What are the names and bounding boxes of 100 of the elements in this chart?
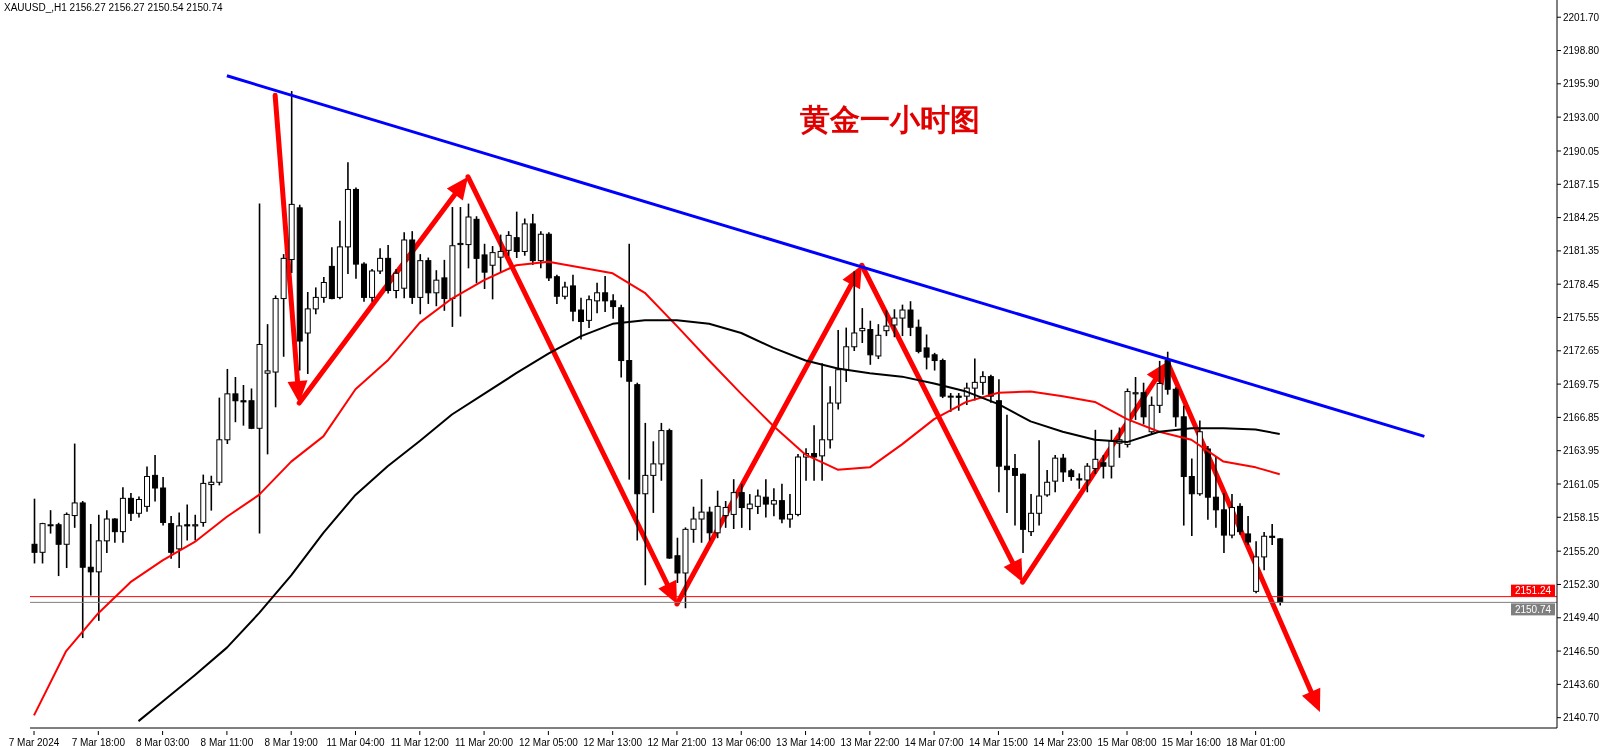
candlestick — [152, 455, 159, 502]
candlestick — [971, 358, 978, 401]
candlestick — [312, 287, 319, 315]
candlestick — [1044, 469, 1051, 497]
y-tick-label: 2178.45 — [1563, 278, 1600, 290]
x-tick-label: 14 Mar 07:00 — [904, 737, 965, 746]
x-tick-label: 15 Mar 16:00 — [1161, 737, 1222, 746]
x-tick-label: 7 Mar 2024 — [8, 737, 60, 746]
candlestick — [610, 294, 617, 319]
y-tick-label: 2149.40 — [1563, 612, 1600, 624]
candlestick — [1028, 494, 1035, 536]
candlestick — [320, 277, 327, 303]
ref-line-label: 2150.74 — [1514, 603, 1552, 615]
x-tick-label: 12 Mar 13:00 — [583, 737, 643, 746]
candlestick — [1060, 453, 1067, 482]
candlestick — [722, 500, 729, 528]
candlestick — [553, 274, 560, 304]
x-tick-label: 13 Mar 06:00 — [711, 737, 772, 746]
x-tick-label: 13 Mar 22:00 — [840, 737, 900, 746]
candlestick — [135, 496, 142, 518]
candlestick — [754, 489, 761, 515]
candlestick — [393, 269, 400, 299]
x-tick-label: 7 Mar 18:00 — [71, 737, 126, 746]
candlestick — [586, 295, 593, 329]
candlestick — [762, 479, 769, 518]
x-tick-label: 8 Mar 19:00 — [264, 737, 319, 746]
y-tick-label: 2143.60 — [1563, 678, 1600, 690]
y-tick-label: 2201.70 — [1563, 11, 1600, 23]
candlestick — [87, 523, 94, 596]
candlestick — [947, 393, 954, 412]
y-tick-label: 2198.80 — [1563, 45, 1600, 57]
x-tick-label: 12 Mar 05:00 — [518, 737, 579, 746]
y-tick-label: 2166.85 — [1563, 411, 1600, 423]
y-tick-label: 2169.75 — [1563, 378, 1600, 390]
candlestick — [859, 308, 866, 343]
x-tick-label: 11 Mar 20:00 — [454, 737, 514, 746]
candlestick — [650, 441, 657, 513]
candlestick — [1052, 455, 1059, 493]
candlestick — [1036, 440, 1043, 526]
candlestick — [987, 374, 994, 403]
candlestick — [851, 271, 858, 352]
candlestick — [513, 211, 520, 259]
candlestick — [843, 327, 850, 383]
candlestick — [1261, 531, 1268, 571]
annotation: 黄金一小时图 — [800, 102, 980, 138]
chart-title: XAUUSD_,H1 2156.27 2156.27 2150.54 2150.74 — [4, 2, 223, 13]
candlestick — [377, 248, 384, 275]
y-tick-label: 2158.15 — [1563, 511, 1600, 523]
x-tick-label: 11 Mar 12:00 — [390, 737, 450, 746]
candlestick — [746, 494, 753, 531]
y-tick-label: 2140.70 — [1563, 712, 1600, 724]
candlestick — [505, 231, 512, 256]
candlestick — [819, 363, 826, 481]
candlestick — [770, 488, 777, 517]
candlestick — [875, 324, 882, 360]
candlestick — [730, 479, 737, 529]
candlestick — [602, 275, 609, 312]
y-tick-label: 2172.65 — [1563, 345, 1600, 357]
candlestick — [1269, 523, 1276, 546]
y-tick-label: 2181.35 — [1563, 245, 1600, 257]
x-tick-label: 8 Mar 11:00 — [200, 737, 254, 746]
x-tick-label: 11 Mar 04:00 — [326, 737, 386, 746]
y-tick-label: 2152.30 — [1563, 579, 1600, 591]
candlestick — [1245, 515, 1252, 546]
y-tick-label: 2163.95 — [1563, 445, 1600, 457]
candlestick — [778, 483, 785, 524]
y-tick-label: 2155.20 — [1563, 545, 1600, 557]
candlestick — [1084, 463, 1091, 493]
candlestick — [1156, 360, 1163, 414]
candlestick — [979, 371, 986, 395]
candlestick — [192, 514, 199, 541]
candlestick — [738, 483, 745, 528]
ref-line-label: 2151.24 — [1514, 585, 1552, 597]
y-tick-label: 2175.55 — [1563, 312, 1600, 324]
candlestick — [111, 518, 118, 543]
candlestick — [176, 512, 183, 569]
y-tick-label: 2193.00 — [1563, 111, 1600, 123]
y-tick-label: 2161.05 — [1563, 478, 1600, 490]
candlestick — [433, 270, 440, 307]
x-tick-label: 18 Mar 01:00 — [1226, 737, 1286, 746]
candlestick — [1212, 456, 1219, 528]
candlestick — [1011, 453, 1018, 526]
x-tick-label: 15 Mar 08:00 — [1097, 737, 1157, 746]
candlestick — [811, 425, 818, 481]
candlestick — [1003, 414, 1010, 513]
y-tick-label: 2187.15 — [1563, 178, 1600, 190]
candlestick — [955, 393, 962, 411]
candlestick — [1076, 473, 1083, 489]
candlestick — [127, 492, 134, 521]
candlestick — [103, 510, 110, 554]
x-tick-label: 12 Mar 21:00 — [647, 737, 707, 746]
y-tick-label: 2146.50 — [1563, 645, 1600, 657]
candlestick — [786, 494, 793, 528]
x-tick-label: 13 Mar 14:00 — [776, 737, 836, 746]
y-tick-label: 2190.05 — [1563, 145, 1600, 157]
x-tick-label: 14 Mar 15:00 — [968, 737, 1029, 746]
candlestick — [184, 504, 191, 541]
x-tick-label: 8 Mar 03:00 — [135, 737, 190, 746]
candlestick — [208, 475, 215, 511]
candlestick — [594, 282, 601, 314]
